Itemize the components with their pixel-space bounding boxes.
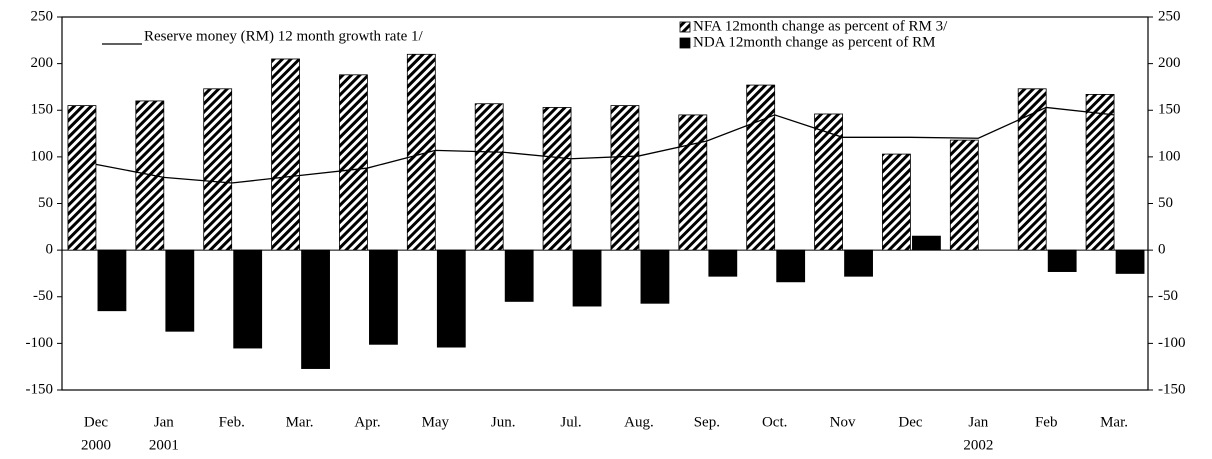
bar [776,249,806,283]
bar [67,105,97,251]
bar [640,249,670,304]
bar [271,58,300,251]
x-tick-label: Mar. [1100,414,1128,430]
x-tick-label: Aug. [624,414,654,430]
x-year-label: 2001 [149,437,179,453]
x-tick-label: Oct. [762,414,787,430]
x-tick-label: Feb. [219,414,245,430]
x-tick-label: Mar. [286,414,314,430]
bar [542,107,572,251]
bar [746,84,776,251]
bar [135,100,165,251]
y-tick-label: 100 [31,148,54,164]
bar [572,249,602,307]
bar [844,249,873,277]
y-tick-label: 150 [31,102,54,118]
x-tick-label: Feb [1035,414,1058,430]
x-tick-label: Apr. [354,414,380,430]
x-year-label: 2000 [81,437,111,453]
bar [882,153,911,251]
x-tick-label: Jul. [560,414,581,430]
y2-tick-label: 200 [1158,55,1181,71]
y-tick-label: 50 [38,195,53,211]
legend-swatch [679,37,691,49]
y-tick-label: -50 [33,288,53,304]
legend-label: Reserve money (RM) 12 month growth rate … [144,28,424,44]
y2-tick-label: -150 [1158,381,1186,397]
y-tick-label: 250 [31,8,54,24]
bar [203,88,233,251]
x-tick-label: Jun. [491,414,516,430]
y2-tick-label: 150 [1158,102,1181,118]
bar [814,113,843,251]
x-tick-label: Nov [830,414,856,430]
legend-label: NFA 12month change as percent of RM 3/ [693,18,948,34]
y-tick-label: 200 [31,55,54,71]
bar [1115,249,1145,274]
bar [301,249,330,369]
bar [369,249,398,345]
x-tick-label: May [422,414,450,430]
y2-tick-label: 250 [1158,8,1181,24]
x-tick-label: Sep. [694,414,720,430]
bar [678,114,708,251]
bar [708,249,738,277]
line-series [95,106,1115,184]
bar [949,139,979,251]
bar [474,103,504,251]
bar [610,105,640,251]
bar [339,74,368,251]
x-tick-label: Dec [898,414,922,430]
bar [165,249,195,332]
y2-tick-label: 50 [1158,195,1173,211]
y-tick-label: -150 [26,381,54,397]
y2-tick-label: -100 [1158,335,1186,351]
bar [912,235,941,251]
bar [436,249,466,348]
y-tick-label: 0 [46,242,54,258]
y2-tick-label: -50 [1158,288,1178,304]
bar [406,53,436,251]
legend-swatch [679,21,691,33]
x-year-label: 2002 [963,437,993,453]
bar [1085,93,1115,251]
x-tick-label: Dec [84,414,108,430]
y-tick-label: -100 [26,335,54,351]
bar [1017,88,1047,251]
y2-tick-label: 100 [1158,148,1181,164]
bar [97,249,127,312]
bar [1047,249,1077,272]
bar [504,249,534,302]
x-tick-label: Jan [154,414,174,430]
bar [233,249,263,349]
legend-label: NDA 12month change as percent of RM [693,34,935,50]
y2-tick-label: 0 [1158,242,1166,258]
x-tick-label: Jan [968,414,988,430]
